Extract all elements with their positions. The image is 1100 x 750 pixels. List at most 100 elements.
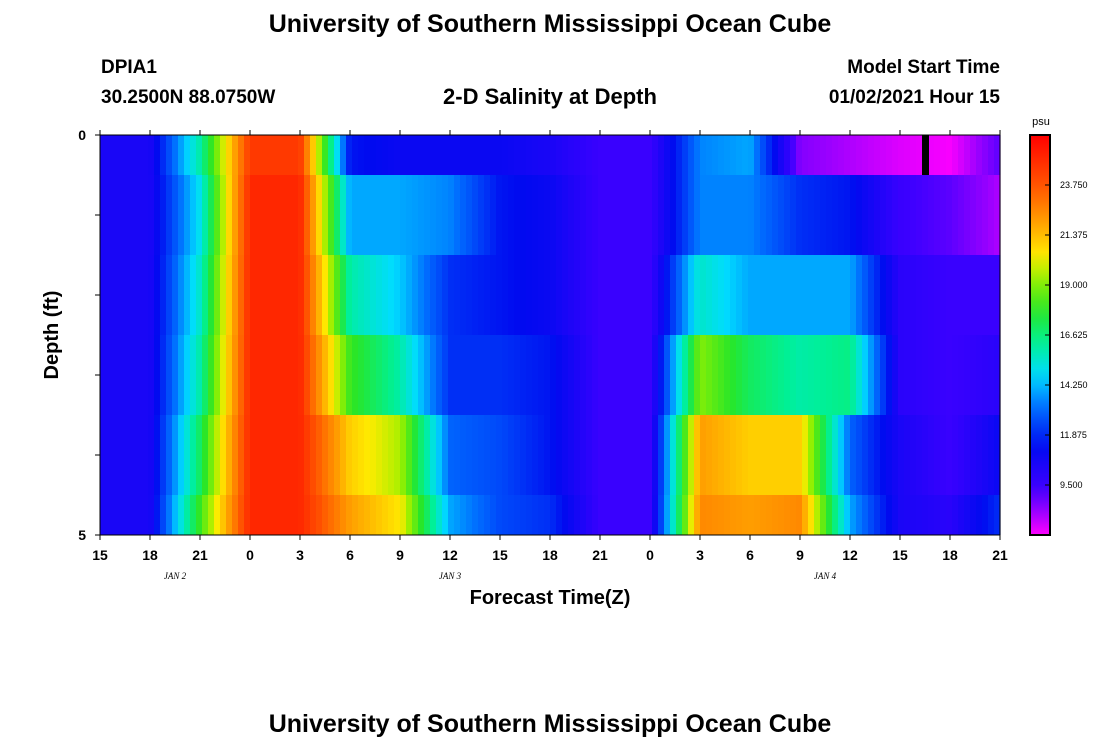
heatmap-cell xyxy=(820,495,827,535)
heatmap-cell xyxy=(976,415,983,495)
heatmap-cell xyxy=(634,135,641,175)
heatmap-cell xyxy=(688,415,695,495)
heatmap-cell xyxy=(130,255,137,335)
heatmap-cell xyxy=(436,495,443,535)
heatmap-cell xyxy=(142,415,149,495)
x-tick-label: 15 xyxy=(492,547,508,563)
heatmap-cell xyxy=(730,495,737,535)
heatmap-cell xyxy=(454,415,461,495)
heatmap-cell xyxy=(964,135,971,175)
heatmap-cell xyxy=(244,495,251,535)
heatmap-cell xyxy=(928,495,935,535)
heatmap-cell xyxy=(166,415,173,495)
heatmap-cell xyxy=(826,175,833,255)
heatmap-cell xyxy=(328,415,335,495)
heatmap-cell xyxy=(172,335,179,415)
heatmap-cell xyxy=(574,335,581,415)
heatmap-cell xyxy=(700,175,707,255)
heatmap-cell xyxy=(148,495,155,535)
heatmap-cell xyxy=(754,175,761,255)
heatmap-cell xyxy=(472,335,479,415)
heatmap-cell xyxy=(178,495,185,535)
heatmap-cell xyxy=(880,255,887,335)
heatmap-cell xyxy=(142,255,149,335)
heatmap-cell xyxy=(460,175,467,255)
heatmap-cell xyxy=(700,495,707,535)
heatmap-cell xyxy=(370,335,377,415)
heatmap-cell xyxy=(196,135,203,175)
y-tick-label: 0 xyxy=(78,127,86,143)
heatmap-cell xyxy=(820,175,827,255)
heatmap-cell xyxy=(328,255,335,335)
heatmap-cell xyxy=(778,415,785,495)
heatmap-cell xyxy=(724,255,731,335)
day-label: JAN 2 xyxy=(164,571,187,581)
heatmap-cell xyxy=(478,135,485,175)
heatmap-cell xyxy=(352,175,359,255)
heatmap-cell xyxy=(586,335,593,415)
heatmap-cell xyxy=(826,495,833,535)
heatmap-cell xyxy=(856,135,863,175)
heatmap-cell xyxy=(166,135,173,175)
heatmap-cell xyxy=(832,175,839,255)
heatmap-cell xyxy=(520,255,527,335)
heatmap-cell xyxy=(124,335,131,415)
heatmap-cell xyxy=(598,415,605,495)
heatmap-cell xyxy=(292,495,299,535)
heatmap-cell xyxy=(298,335,305,415)
heatmap-cell xyxy=(934,135,941,175)
heatmap-cell xyxy=(334,415,341,495)
heatmap-cell xyxy=(664,175,671,255)
heatmap-cell xyxy=(652,335,659,415)
heatmap-cell xyxy=(352,495,359,535)
day-label: JAN 3 xyxy=(439,571,462,581)
heatmap-cell xyxy=(604,335,611,415)
heatmap-cell xyxy=(658,335,665,415)
heatmap-cell xyxy=(940,135,947,175)
heatmap-cell xyxy=(334,495,341,535)
heatmap-cell xyxy=(574,495,581,535)
heatmap-cell xyxy=(850,495,857,535)
heatmap-cell xyxy=(982,175,989,255)
heatmap-cell xyxy=(550,415,557,495)
colorbar-unit: psu xyxy=(1032,116,1050,128)
heatmap-cell xyxy=(592,415,599,495)
heatmap-cell xyxy=(358,175,365,255)
heatmap-cell xyxy=(118,135,125,175)
heatmap-cell xyxy=(196,255,203,335)
x-tick-label: 21 xyxy=(992,547,1008,563)
heatmap-cell xyxy=(826,135,833,175)
heatmap-cell xyxy=(898,135,905,175)
heatmap-cell xyxy=(304,135,311,175)
heatmap-cell xyxy=(196,335,203,415)
heatmap-cell xyxy=(760,495,767,535)
heatmap-cell xyxy=(316,335,323,415)
heatmap-cell xyxy=(346,415,353,495)
heatmap-cell xyxy=(574,415,581,495)
heatmap-cell xyxy=(952,335,959,415)
heatmap-cell xyxy=(316,495,323,535)
heatmap-cell xyxy=(370,175,377,255)
heatmap-cell xyxy=(514,175,521,255)
heatmap-cell xyxy=(514,135,521,175)
heatmap-cell xyxy=(406,335,413,415)
heatmap-cell xyxy=(964,255,971,335)
heatmap-cell xyxy=(298,175,305,255)
heatmap-cell xyxy=(406,255,413,335)
heatmap-cell xyxy=(442,415,449,495)
heatmap-cell xyxy=(346,335,353,415)
heatmap-cell xyxy=(274,335,281,415)
heatmap-cell xyxy=(394,255,401,335)
heatmap-cell xyxy=(604,255,611,335)
heatmap-cell xyxy=(274,495,281,535)
heatmap-cell xyxy=(250,135,257,175)
heatmap-cell xyxy=(790,255,797,335)
heatmap-cell xyxy=(148,255,155,335)
heatmap-cell xyxy=(694,495,701,535)
heatmap-cell xyxy=(628,335,635,415)
heatmap-cell xyxy=(694,135,701,175)
heatmap-cell xyxy=(580,495,587,535)
heatmap-cell xyxy=(976,335,983,415)
heatmap-cell xyxy=(106,335,113,415)
heatmap-cell xyxy=(556,175,563,255)
